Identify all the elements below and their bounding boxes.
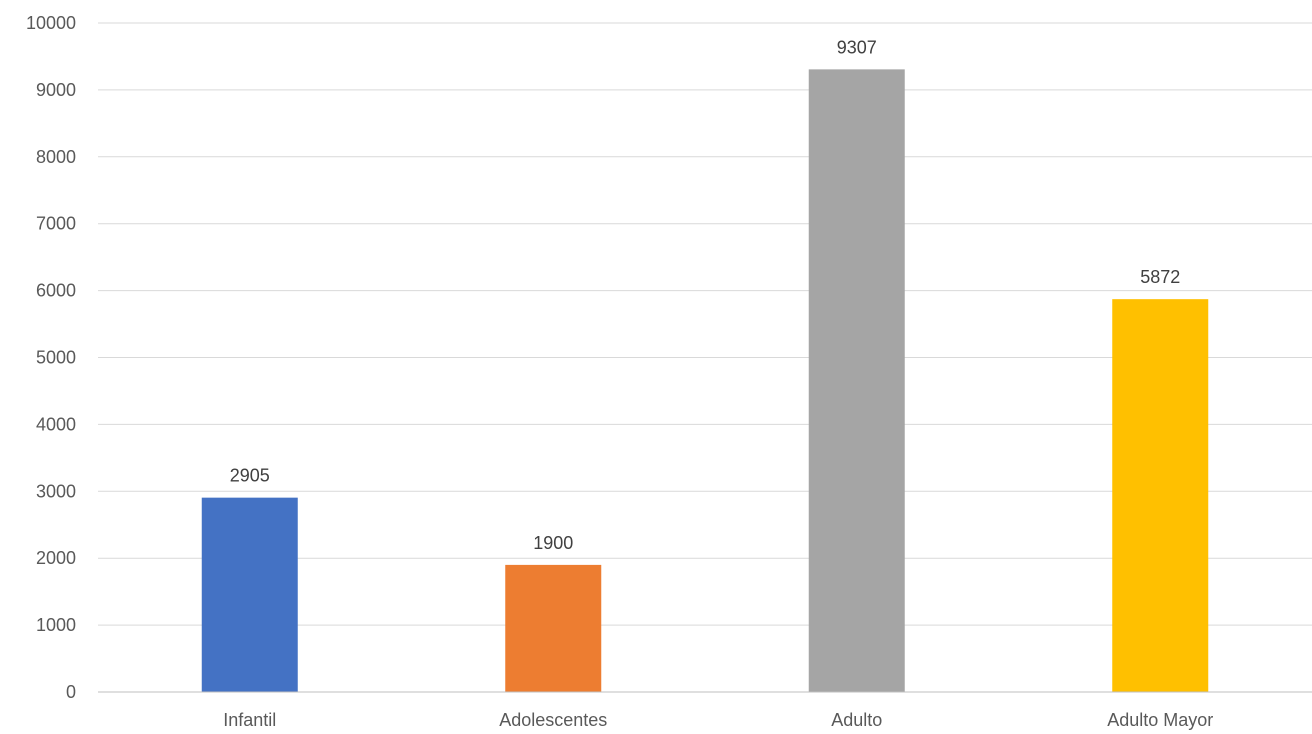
- x-category-label: Adulto Mayor: [1107, 710, 1213, 730]
- bars: [201, 69, 1209, 693]
- x-category-label: Infantil: [223, 710, 276, 730]
- y-tick-label: 10000: [26, 13, 76, 33]
- y-tick-label: 4000: [36, 414, 76, 434]
- bar-data-label: 1900: [533, 533, 573, 553]
- bar-infantil: [201, 497, 298, 692]
- y-tick-label: 0: [66, 682, 76, 702]
- y-tick-label: 1000: [36, 615, 76, 635]
- labels: 0 1000 2000 3000 4000 5000 6000 7000 8000 9000 100…: [26, 13, 1213, 730]
- y-tick-label: 2000: [36, 548, 76, 568]
- y-tick-label: 5000: [36, 348, 76, 368]
- y-tick-label: 3000: [36, 481, 76, 501]
- bar-data-label: 9307: [837, 37, 877, 57]
- bar-adulto-mayor: [1112, 299, 1209, 692]
- bar-adolescentes: [505, 564, 602, 692]
- x-category-label: Adolescentes: [499, 710, 607, 730]
- gridlines: [98, 22, 1312, 626]
- y-tick-label: 7000: [36, 214, 76, 234]
- bar-adulto: [808, 69, 905, 693]
- x-category-label: Adulto: [831, 710, 882, 730]
- y-tick-label: 9000: [36, 80, 76, 100]
- bar-data-label: 2905: [230, 466, 270, 486]
- bar-data-label: 5872: [1140, 267, 1180, 287]
- y-tick-label: 8000: [36, 147, 76, 167]
- y-tick-label: 6000: [36, 281, 76, 301]
